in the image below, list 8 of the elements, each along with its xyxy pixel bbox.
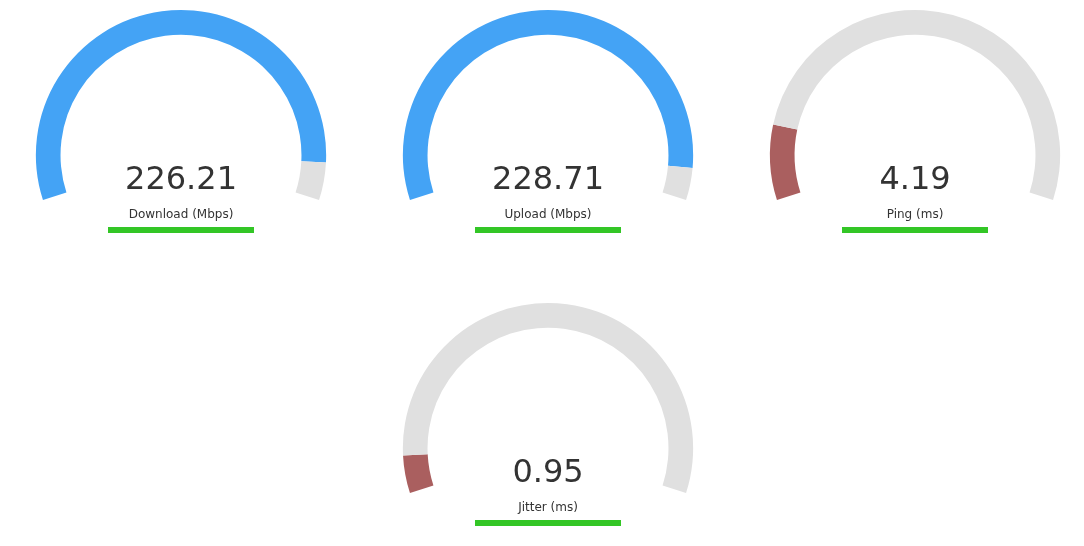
text: 0.95	[512, 452, 584, 491]
text: Download (Mbps)	[128, 207, 234, 222]
text: Upload (Mbps)	[504, 207, 592, 222]
text: 226.21	[125, 159, 237, 198]
text: Ping (ms)	[886, 207, 944, 222]
text: 228.71	[492, 159, 604, 198]
text: 4.19	[879, 159, 951, 198]
text: Jitter (ms)	[517, 500, 578, 515]
